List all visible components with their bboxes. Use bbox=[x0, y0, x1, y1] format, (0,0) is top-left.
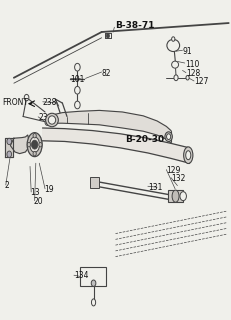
Circle shape bbox=[33, 133, 36, 138]
Bar bbox=[80, 267, 106, 286]
Text: B-38-71: B-38-71 bbox=[116, 21, 155, 30]
Circle shape bbox=[24, 94, 29, 101]
Bar bbox=[168, 190, 183, 202]
Bar bbox=[90, 177, 99, 188]
Text: 132: 132 bbox=[171, 174, 185, 183]
Circle shape bbox=[7, 151, 12, 157]
Circle shape bbox=[7, 138, 12, 145]
Circle shape bbox=[91, 280, 96, 286]
Circle shape bbox=[106, 34, 109, 38]
Circle shape bbox=[33, 151, 36, 156]
Circle shape bbox=[186, 76, 189, 80]
Polygon shape bbox=[10, 135, 30, 154]
Text: 134: 134 bbox=[74, 271, 88, 280]
Circle shape bbox=[31, 140, 38, 149]
Circle shape bbox=[180, 192, 186, 201]
Text: 2: 2 bbox=[5, 181, 9, 190]
Text: 13: 13 bbox=[30, 188, 40, 197]
Ellipse shape bbox=[91, 299, 96, 306]
Ellipse shape bbox=[172, 61, 179, 68]
Circle shape bbox=[27, 142, 30, 147]
Circle shape bbox=[39, 142, 42, 147]
Text: 19: 19 bbox=[44, 185, 54, 194]
Text: 234: 234 bbox=[38, 113, 53, 122]
Polygon shape bbox=[5, 138, 13, 157]
Text: 20: 20 bbox=[33, 197, 43, 206]
Circle shape bbox=[172, 37, 175, 41]
Circle shape bbox=[174, 75, 178, 81]
Text: 127: 127 bbox=[194, 77, 208, 86]
Ellipse shape bbox=[172, 190, 179, 202]
Polygon shape bbox=[43, 128, 189, 163]
Ellipse shape bbox=[184, 147, 193, 164]
Text: FRONT: FRONT bbox=[2, 98, 28, 107]
Text: 131: 131 bbox=[148, 183, 162, 192]
Ellipse shape bbox=[167, 134, 171, 140]
Ellipse shape bbox=[46, 113, 58, 127]
Text: 128: 128 bbox=[186, 69, 200, 78]
Text: 238: 238 bbox=[43, 98, 57, 107]
Circle shape bbox=[75, 86, 80, 94]
Polygon shape bbox=[49, 110, 171, 143]
Ellipse shape bbox=[165, 132, 172, 141]
Text: 129: 129 bbox=[166, 166, 181, 175]
Text: 91: 91 bbox=[182, 47, 192, 56]
Ellipse shape bbox=[167, 39, 180, 52]
Text: B-20-30: B-20-30 bbox=[125, 135, 164, 144]
Text: 110: 110 bbox=[185, 60, 199, 68]
Circle shape bbox=[45, 119, 50, 125]
Ellipse shape bbox=[27, 132, 42, 157]
Ellipse shape bbox=[186, 151, 191, 160]
Circle shape bbox=[75, 63, 80, 71]
Text: 82: 82 bbox=[102, 69, 111, 78]
Ellipse shape bbox=[48, 116, 56, 124]
Text: 101: 101 bbox=[70, 75, 85, 84]
Circle shape bbox=[75, 101, 80, 109]
Ellipse shape bbox=[30, 137, 40, 152]
